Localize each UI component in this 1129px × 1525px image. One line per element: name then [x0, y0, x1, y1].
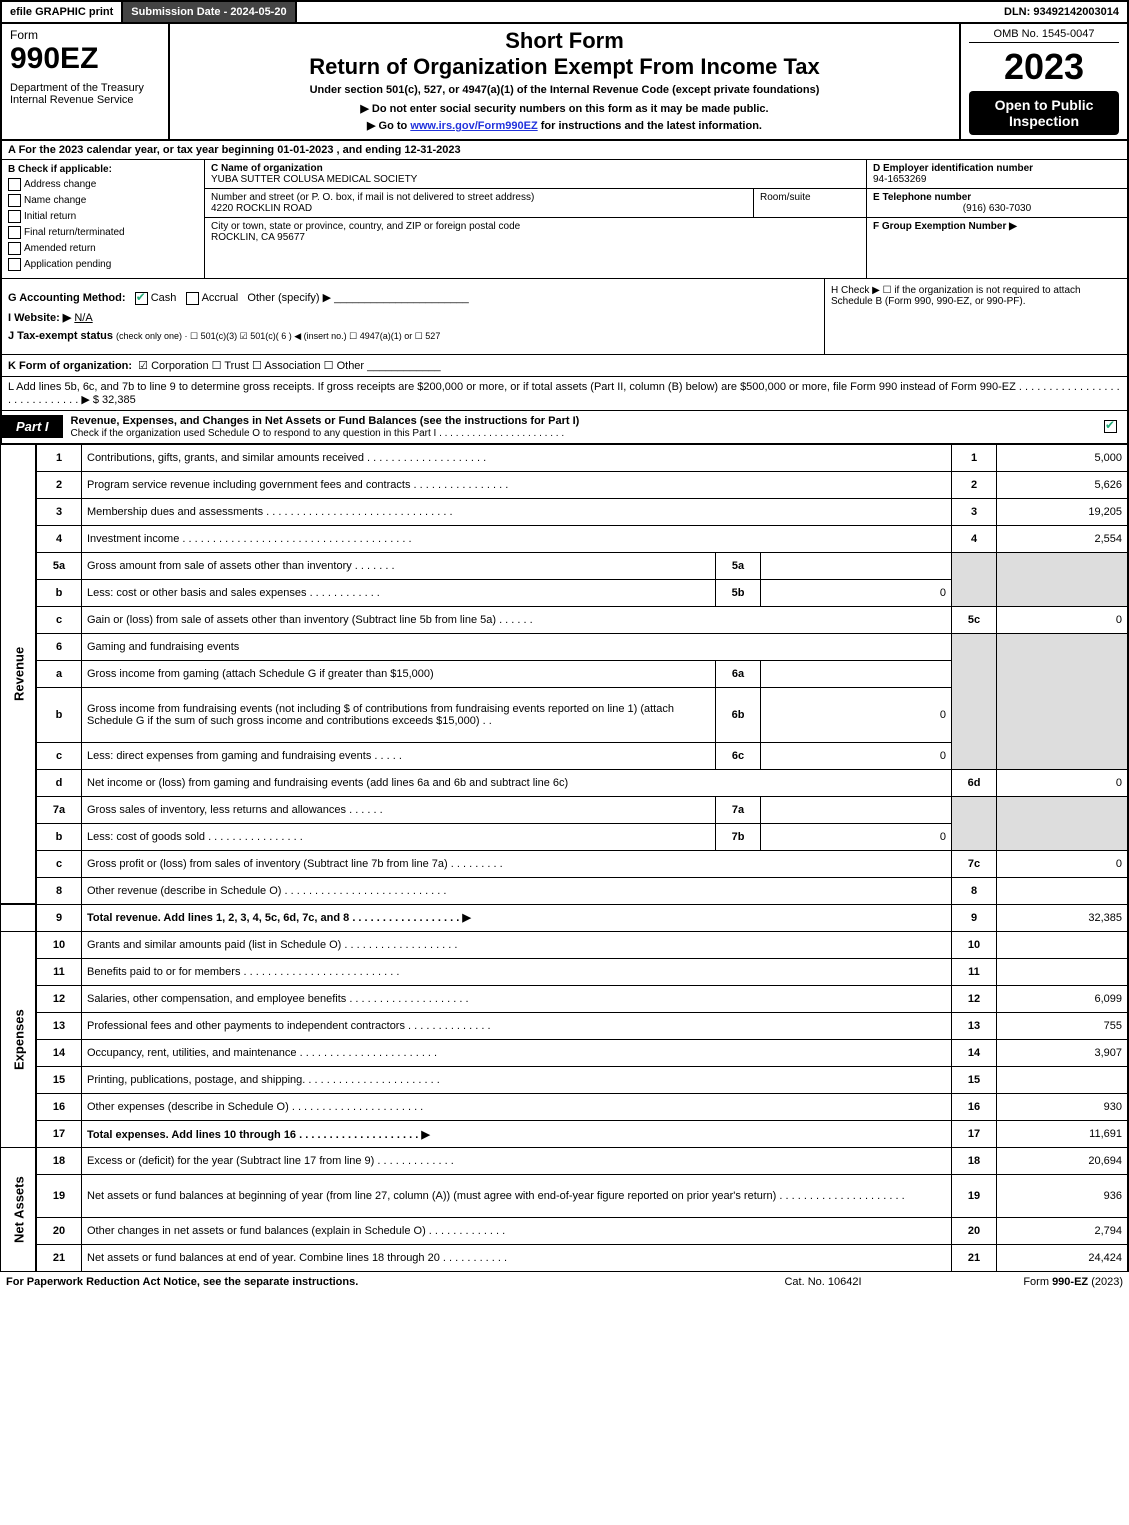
c-room: Room/suite	[754, 189, 866, 217]
table-row: 8Other revenue (describe in Schedule O) …	[1, 877, 1129, 904]
col-def: D Employer identification number 94-1653…	[867, 160, 1127, 278]
part1-title: Revenue, Expenses, and Changes in Net As…	[63, 411, 1097, 443]
part1-header: Part I Revenue, Expenses, and Changes in…	[0, 411, 1129, 444]
form-header: Form 990EZ Department of the Treasury In…	[0, 24, 1129, 141]
row-bcdef: B Check if applicable: Address change Na…	[0, 160, 1129, 279]
col-c: C Name of organization YUBA SUTTER COLUS…	[205, 160, 867, 278]
form-word: Form	[10, 28, 160, 42]
j-tax-exempt: J Tax-exempt status (check only one) · ☐…	[8, 330, 818, 342]
table-row: 19Net assets or fund balances at beginni…	[1, 1175, 1129, 1218]
submission-date: Submission Date - 2024-05-20	[123, 2, 296, 22]
table-row: 13Professional fees and other payments t…	[1, 1013, 1129, 1040]
tax-year: 2023	[969, 49, 1119, 85]
col-b: B Check if applicable: Address change Na…	[2, 160, 205, 278]
table-row: Revenue 1 Contributions, gifts, grants, …	[1, 444, 1129, 471]
irs-link[interactable]: www.irs.gov/Form990EZ	[410, 120, 537, 132]
section-l: L Add lines 5b, 6c, and 7b to line 9 to …	[0, 377, 1129, 411]
i-website: I Website: ▶ N/A	[8, 311, 818, 324]
h-check: H Check ▶ ☐ if the organization is not r…	[824, 279, 1127, 354]
goto-prefix: ▶ Go to	[367, 120, 410, 132]
section-a: A For the 2023 calendar year, or tax yea…	[0, 141, 1129, 160]
netassets-label: Net Assets	[1, 1148, 37, 1272]
table-row: 21Net assets or fund balances at end of …	[1, 1245, 1129, 1272]
do-not-enter: ▶ Do not enter social security numbers o…	[178, 102, 951, 115]
lines-table: Revenue 1 Contributions, gifts, grants, …	[0, 444, 1129, 1273]
omb-number: OMB No. 1545-0047	[969, 28, 1119, 43]
table-row: Expenses 10Grants and similar amounts pa…	[1, 932, 1129, 959]
table-row: 7aGross sales of inventory, less returns…	[1, 796, 1129, 823]
table-row: dNet income or (loss) from gaming and fu…	[1, 769, 1129, 796]
table-row: 9Total revenue. Add lines 1, 2, 3, 4, 5c…	[1, 904, 1129, 932]
table-row: Net Assets 18Excess or (deficit) for the…	[1, 1148, 1129, 1175]
header-center: Short Form Return of Organization Exempt…	[170, 24, 961, 139]
open-public-badge: Open to Public Inspection	[969, 91, 1119, 135]
footer-center: Cat. No. 10642I	[723, 1276, 923, 1288]
table-row: 5aGross amount from sale of assets other…	[1, 552, 1129, 579]
b-final-return[interactable]: Final return/terminated	[8, 226, 198, 239]
row-ghij: G Accounting Method: Cash Accrual Other …	[0, 279, 1129, 355]
table-row: 15Printing, publications, postage, and s…	[1, 1067, 1129, 1094]
under-section: Under section 501(c), 527, or 4947(a)(1)…	[178, 84, 951, 96]
b-amended-return[interactable]: Amended return	[8, 242, 198, 255]
table-row: 2Program service revenue including gover…	[1, 471, 1129, 498]
expenses-label: Expenses	[1, 932, 37, 1148]
g-accounting: G Accounting Method: Cash Accrual Other …	[8, 291, 818, 305]
footer-left: For Paperwork Reduction Act Notice, see …	[6, 1276, 723, 1288]
c-name: C Name of organization YUBA SUTTER COLUS…	[205, 160, 866, 189]
table-row: 17Total expenses. Add lines 10 through 1…	[1, 1121, 1129, 1148]
table-row: 11Benefits paid to or for members . . . …	[1, 959, 1129, 986]
f-group: F Group Exemption Number ▶	[867, 218, 1127, 235]
efile-print[interactable]: efile GRAPHIC print	[2, 2, 123, 22]
b-initial-return[interactable]: Initial return	[8, 210, 198, 223]
part1-label: Part I	[2, 415, 63, 438]
topbar: efile GRAPHIC print Submission Date - 20…	[0, 0, 1129, 24]
header-left: Form 990EZ Department of the Treasury In…	[2, 24, 170, 139]
c-street: Number and street (or P. O. box, if mail…	[205, 189, 754, 217]
table-row: 4Investment income . . . . . . . . . . .…	[1, 525, 1129, 552]
header-right: OMB No. 1545-0047 2023 Open to Public In…	[961, 24, 1127, 139]
ghij-left: G Accounting Method: Cash Accrual Other …	[2, 279, 824, 354]
g-cash-checkbox[interactable]	[135, 292, 148, 305]
topbar-spacer	[297, 2, 996, 22]
table-row: 20Other changes in net assets or fund ba…	[1, 1218, 1129, 1245]
department: Department of the Treasury Internal Reve…	[10, 82, 160, 106]
goto-suffix: for instructions and the latest informat…	[541, 120, 762, 132]
table-row: cGross profit or (loss) from sales of in…	[1, 850, 1129, 877]
b-name-change[interactable]: Name change	[8, 194, 198, 207]
table-row: 3Membership dues and assessments . . . .…	[1, 498, 1129, 525]
goto-line: ▶ Go to www.irs.gov/Form990EZ for instru…	[178, 119, 951, 132]
e-phone: E Telephone number (916) 630-7030	[867, 189, 1127, 218]
d-ein: D Employer identification number 94-1653…	[867, 160, 1127, 189]
footer-right: Form 990-EZ (2023)	[923, 1276, 1123, 1288]
revenue-label: Revenue	[1, 444, 37, 904]
table-row: 12Salaries, other compensation, and empl…	[1, 986, 1129, 1013]
section-k: K Form of organization: ☑ Corporation ☐ …	[0, 355, 1129, 377]
part1-checkbox[interactable]	[1097, 420, 1127, 433]
b-application-pending[interactable]: Application pending	[8, 258, 198, 271]
table-row: 6Gaming and fundraising events	[1, 633, 1129, 660]
b-label: B Check if applicable:	[8, 164, 198, 175]
footer: For Paperwork Reduction Act Notice, see …	[0, 1272, 1129, 1292]
dln: DLN: 93492142003014	[996, 2, 1127, 22]
form-number: 990EZ	[10, 42, 160, 76]
table-row: 14Occupancy, rent, utilities, and mainte…	[1, 1040, 1129, 1067]
g-accrual-checkbox[interactable]	[186, 292, 199, 305]
table-row: 16Other expenses (describe in Schedule O…	[1, 1094, 1129, 1121]
c-city: City or town, state or province, country…	[205, 218, 866, 246]
return-title: Return of Organization Exempt From Incom…	[178, 54, 951, 80]
short-form-title: Short Form	[178, 28, 951, 54]
table-row: cGain or (loss) from sale of assets othe…	[1, 606, 1129, 633]
b-address-change[interactable]: Address change	[8, 178, 198, 191]
